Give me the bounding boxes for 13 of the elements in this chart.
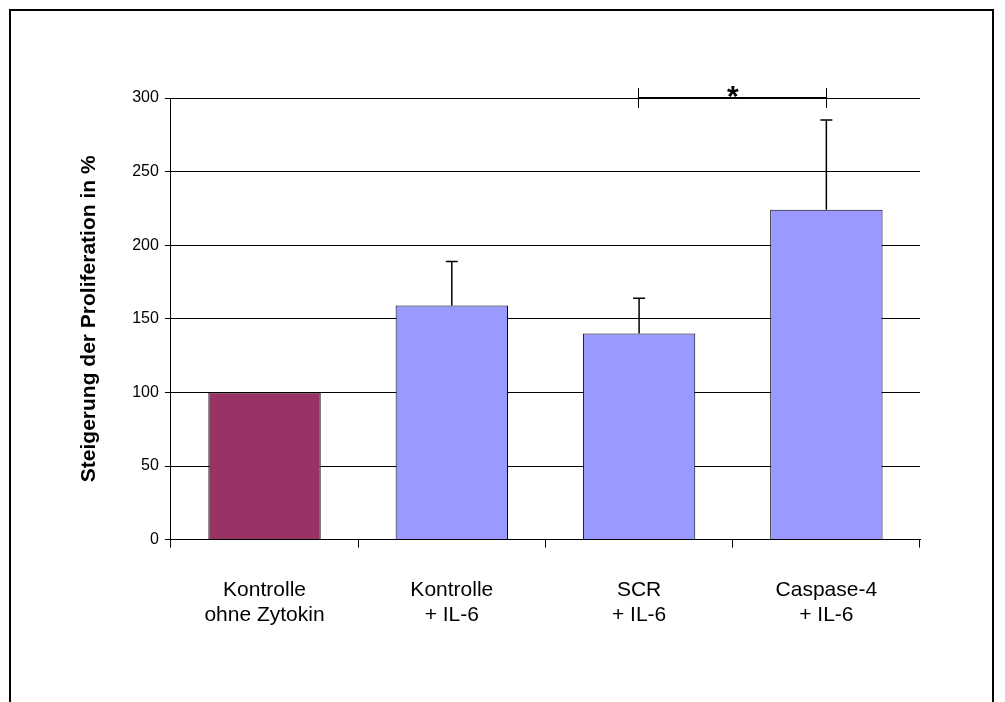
y-tick-label: 0 — [149, 530, 159, 548]
x-tick-label: SCR + IL-6 — [611, 577, 667, 626]
y-tick-label: 150 — [132, 309, 159, 327]
y-axis-title: Steigerung der Proliferation in % — [76, 155, 100, 483]
y-tick-label: 300 — [132, 88, 159, 106]
y-tick-label: 50 — [141, 456, 159, 474]
y-tick-label: 250 — [132, 162, 159, 180]
x-tick-label: Kontrolle ohne Zytokin — [204, 577, 325, 626]
x-tick-label: Kontrolle + IL-6 — [410, 577, 494, 626]
x-tick-label: Caspase-4 + IL-6 — [775, 577, 878, 626]
annotation: * — [726, 79, 739, 112]
y-tick-label: 100 — [132, 382, 159, 400]
y-tick-label: 200 — [132, 235, 159, 253]
